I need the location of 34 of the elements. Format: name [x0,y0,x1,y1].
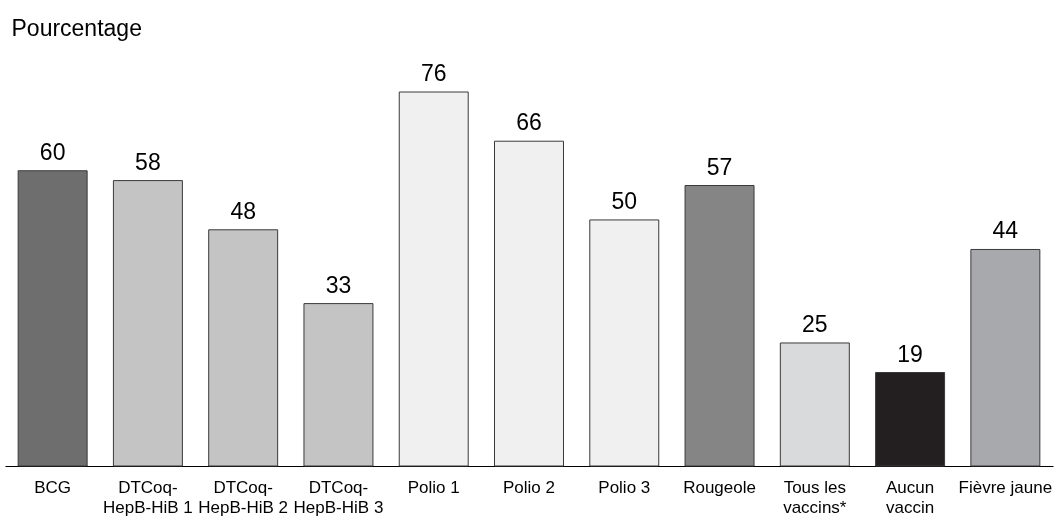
data-label: 19 [897,340,923,367]
bar [398,91,469,467]
data-label: 57 [706,153,733,180]
data-label: 60 [39,138,66,165]
bar [17,170,88,467]
bar [684,185,755,467]
x-tick-label: Rougeole [683,477,756,497]
x-tick-label: Polio 2 [503,477,555,497]
bar [112,180,183,467]
x-tick-label: Aucun vaccin [885,477,935,516]
bar [494,140,564,467]
x-tick-label: Polio 1 [407,477,460,497]
data-label: 58 [135,148,161,175]
y-axis-title: Pourcentage [11,14,142,41]
data-label: 50 [611,187,638,214]
bar [970,248,1041,467]
data-label: 66 [516,109,542,136]
x-tick-label: DTCoq-HepB-HiB 3 [293,477,384,516]
x-tick-label: DTCoq-HepB-HiB 2 [198,477,289,516]
x-tick-label: DTCoq-HepB-HiB 1 [103,477,193,516]
data-label: 33 [325,271,352,298]
x-tick-label: Fièvre jaune [958,477,1053,497]
x-tick-label: Tous les vaccins* [783,477,847,516]
bar [589,219,660,467]
data-label: 25 [802,310,828,337]
x-tick-label: Polio 3 [598,477,651,497]
bar [303,303,374,467]
bar [208,229,279,467]
x-tick-label: BCG [34,477,72,497]
data-label: 44 [992,217,1019,244]
data-label: 48 [230,197,256,224]
bar [779,342,850,467]
data-label: 76 [420,60,447,86]
bar [875,372,946,467]
